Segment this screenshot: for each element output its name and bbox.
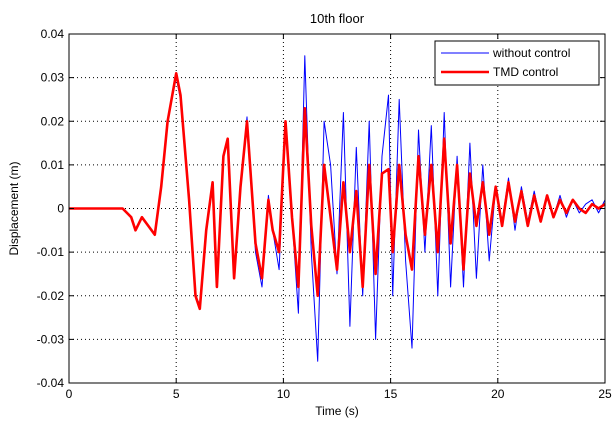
- y-tick-label: 0.04: [41, 27, 65, 41]
- y-tick-label: 0.02: [41, 114, 65, 128]
- x-tick-label: 25: [598, 387, 612, 401]
- legend: without control TMD control: [434, 40, 600, 86]
- y-tick-label: -0.01: [37, 245, 65, 259]
- y-tick-label: 0: [57, 202, 64, 216]
- y-tick-label: 0.01: [41, 158, 65, 172]
- x-tick-label: 10: [277, 387, 291, 401]
- x-tick-label: 20: [491, 387, 505, 401]
- series-line-tmd-control: [69, 72, 606, 311]
- series-layer: [69, 55, 606, 362]
- legend-label: TMD control: [493, 65, 558, 79]
- chart-title: 10th floor: [310, 11, 365, 26]
- y-tick-label: -0.02: [37, 289, 65, 303]
- y-axis-label: Displacement (m): [7, 161, 21, 255]
- ticks: 0 5 10 15 20 25 -0.04 -0.03 -0.02 -0.01 0 0.01 0.02 0…: [37, 27, 612, 401]
- legend-label: without control: [492, 46, 570, 60]
- y-tick-label: -0.04: [37, 376, 65, 390]
- x-axis-label: Time (s): [315, 404, 359, 418]
- legend-box: [434, 40, 600, 86]
- x-tick-label: 5: [173, 387, 180, 401]
- y-tick-label: 0.03: [41, 71, 65, 85]
- x-tick-label: 15: [384, 387, 398, 401]
- x-tick-label: 0: [66, 387, 73, 401]
- y-tick-label: -0.03: [37, 332, 65, 346]
